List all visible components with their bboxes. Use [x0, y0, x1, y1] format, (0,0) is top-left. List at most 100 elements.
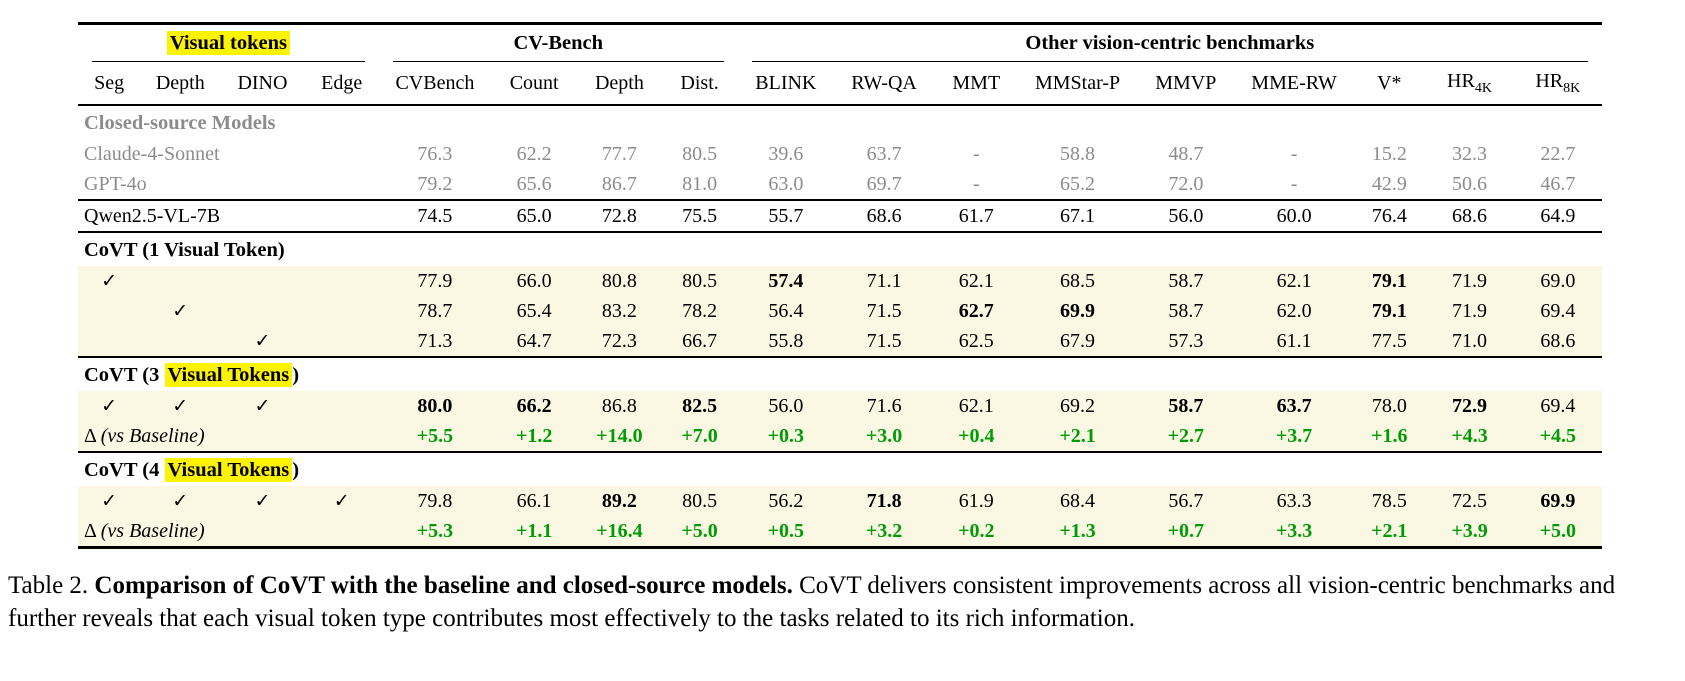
cell-v: 78.0 [1353, 391, 1426, 421]
section-label-prefix: CoVT (4 [84, 458, 165, 481]
cell-blink: 39.6 [768, 142, 804, 165]
cell-cvbench: 79.8 [378, 486, 492, 516]
cell-mmstar-p: 68.4 [1018, 486, 1137, 516]
cell-dist: 80.5 [682, 142, 718, 165]
check-cell-seg: ✓ [78, 486, 141, 516]
check-cell-edge [304, 326, 379, 358]
cell-depth: +16.4 [577, 516, 662, 549]
cell-hr4k: 72.5 [1425, 486, 1514, 516]
cell-cvbench: 74.5 [378, 200, 492, 233]
cell-cvbench: 77.9 [378, 266, 492, 296]
section-label: CoVT (1 Visual Token) [78, 232, 1602, 266]
caption-label: Table 2. [8, 572, 95, 599]
cell-mmt: +0.2 [934, 516, 1019, 549]
column-header-dino: DINO [220, 65, 305, 106]
cell-mme-rw: +3.7 [1234, 421, 1354, 453]
column-header-depth: Depth [140, 65, 221, 106]
cell-depth: 72.8 [577, 200, 662, 233]
cell-v: +2.1 [1353, 516, 1426, 549]
check-cell-dino: ✓ [220, 326, 305, 358]
column-header-hr4k: HR4K [1425, 65, 1514, 106]
cell-mme-rw: 62.1 [1234, 266, 1354, 296]
cell-count: +1.2 [491, 421, 578, 453]
cell-cvbench: +5.5 [378, 421, 492, 453]
cell-mmt: 62.7 [934, 296, 1019, 326]
check-cell-seg: ✓ [78, 266, 141, 296]
table-row: ✓ 77.9 66.0 80.8 80.5 57.4 71.1 62.1 68.5 58.7 62.… [78, 266, 1602, 296]
cell-blink: 55.8 [737, 326, 834, 358]
cell-hr8k: 69.0 [1513, 266, 1602, 296]
column-group-other-vision-centric-benchmarks: Other vision-centric benchmarks [737, 22, 1602, 65]
cell-hr8k: +5.0 [1513, 516, 1602, 549]
cell-mmstar-p: 69.2 [1018, 391, 1137, 421]
group-underline: Other vision-centric benchmarks [751, 31, 1588, 62]
column-header-edge: Edge [304, 65, 379, 106]
cell-hr8k: 69.9 [1513, 486, 1602, 516]
section-label-suffix: ) [292, 458, 300, 481]
cell-mme-rw: 60.0 [1234, 200, 1354, 233]
cell-cvbench: 79.2 [378, 169, 492, 201]
cell-rw-qa: 63.7 [866, 142, 902, 165]
cell-mmstar-p: 58.8 [1060, 142, 1096, 165]
cell-mmvp: 48.7 [1168, 142, 1204, 165]
check-cell-dino [220, 266, 305, 296]
cell-depth: 89.2 [577, 486, 662, 516]
cell-mmt: +0.4 [934, 421, 1019, 453]
cell-hr8k: 68.6 [1513, 326, 1602, 358]
model-name: Claude-4-Sonnet [84, 142, 220, 165]
table-caption: Table 2. Comparison of CoVT with the bas… [8, 569, 1676, 635]
cell-depth: 86.7 [577, 169, 662, 201]
cell-mmstar-p: 67.9 [1018, 326, 1137, 358]
check-cell-edge [304, 296, 379, 326]
cell-depth: 77.7 [601, 142, 637, 165]
cell-mmstar-p: 69.9 [1018, 296, 1137, 326]
table-row: Δ (vs Baseline) +5.3 +1.1 +16.4 +5.0 +0.5 +3.2… [78, 516, 1602, 549]
model-name: Qwen2.5-VL-7B [78, 200, 379, 233]
header-group-row: Visual tokens CV-Bench Other vision-centri… [78, 22, 1602, 65]
cell-blink: 55.7 [737, 200, 834, 233]
column-header-seg: Seg [78, 65, 141, 106]
cell-cvbench: 78.7 [378, 296, 492, 326]
column-header-blink: BLINK [737, 65, 834, 106]
section-label-suffix: ) [292, 363, 300, 386]
results-table: Visual tokens CV-Bench Other vision-centri… [78, 22, 1602, 549]
section-label-prefix: Closed-source Models [84, 111, 276, 134]
column-header-mmt: MMT [934, 65, 1019, 106]
group-label: Other vision-centric benchmarks [1025, 32, 1315, 54]
cell-mmvp: +0.7 [1136, 516, 1235, 549]
check-cell-edge [304, 391, 379, 421]
cell-v: 79.1 [1353, 266, 1426, 296]
cell-mmstar-p: +2.1 [1018, 421, 1137, 453]
table-row: ✓ 71.3 64.7 72.3 66.7 55.8 71.5 62.5 67.9 57.3 61.… [78, 326, 1602, 358]
cell-mmvp: +2.7 [1136, 421, 1235, 453]
cell-mmt: 61.7 [934, 200, 1019, 233]
cell-v: 42.9 [1353, 169, 1426, 201]
cell-v: 79.1 [1353, 296, 1426, 326]
caption-rest-text: CoVT delivers consistent improvements ac… [8, 572, 1616, 632]
cell-rw-qa: 71.8 [833, 486, 935, 516]
check-cell-depth: ✓ [140, 486, 221, 516]
cell-dist: 81.0 [661, 169, 738, 201]
column-group-cv-bench: CV-Bench [378, 22, 738, 65]
cell-mmvp: 57.3 [1136, 326, 1235, 358]
section-label: CoVT (4 Visual Tokens) [78, 452, 1602, 486]
cell-mme-rw: 63.3 [1234, 486, 1354, 516]
cell-rw-qa: 71.1 [833, 266, 935, 296]
cell-rw-qa: 68.6 [833, 200, 935, 233]
cell-hr4k: +3.9 [1425, 516, 1514, 549]
check-cell-dino [220, 296, 305, 326]
cell-mmstar-p: +1.3 [1018, 516, 1137, 549]
delta-symbol: Δ [84, 424, 101, 447]
cell-blink: +0.3 [737, 421, 834, 453]
column-header-depth: Depth [577, 65, 662, 106]
cell-v: 77.5 [1353, 326, 1426, 358]
cell-hr4k: 50.6 [1425, 169, 1514, 201]
cell-mme-rw: - [1290, 142, 1298, 165]
column-header-v: V* [1353, 65, 1426, 106]
cell-hr8k: 64.9 [1513, 200, 1602, 233]
check-cell-seg: ✓ [78, 391, 141, 421]
column-header-rw-qa: RW-QA [833, 65, 935, 106]
cell-mmstar-p: 67.1 [1018, 200, 1137, 233]
cell-cvbench: +5.3 [378, 516, 492, 549]
cell-dist: 80.5 [661, 486, 738, 516]
